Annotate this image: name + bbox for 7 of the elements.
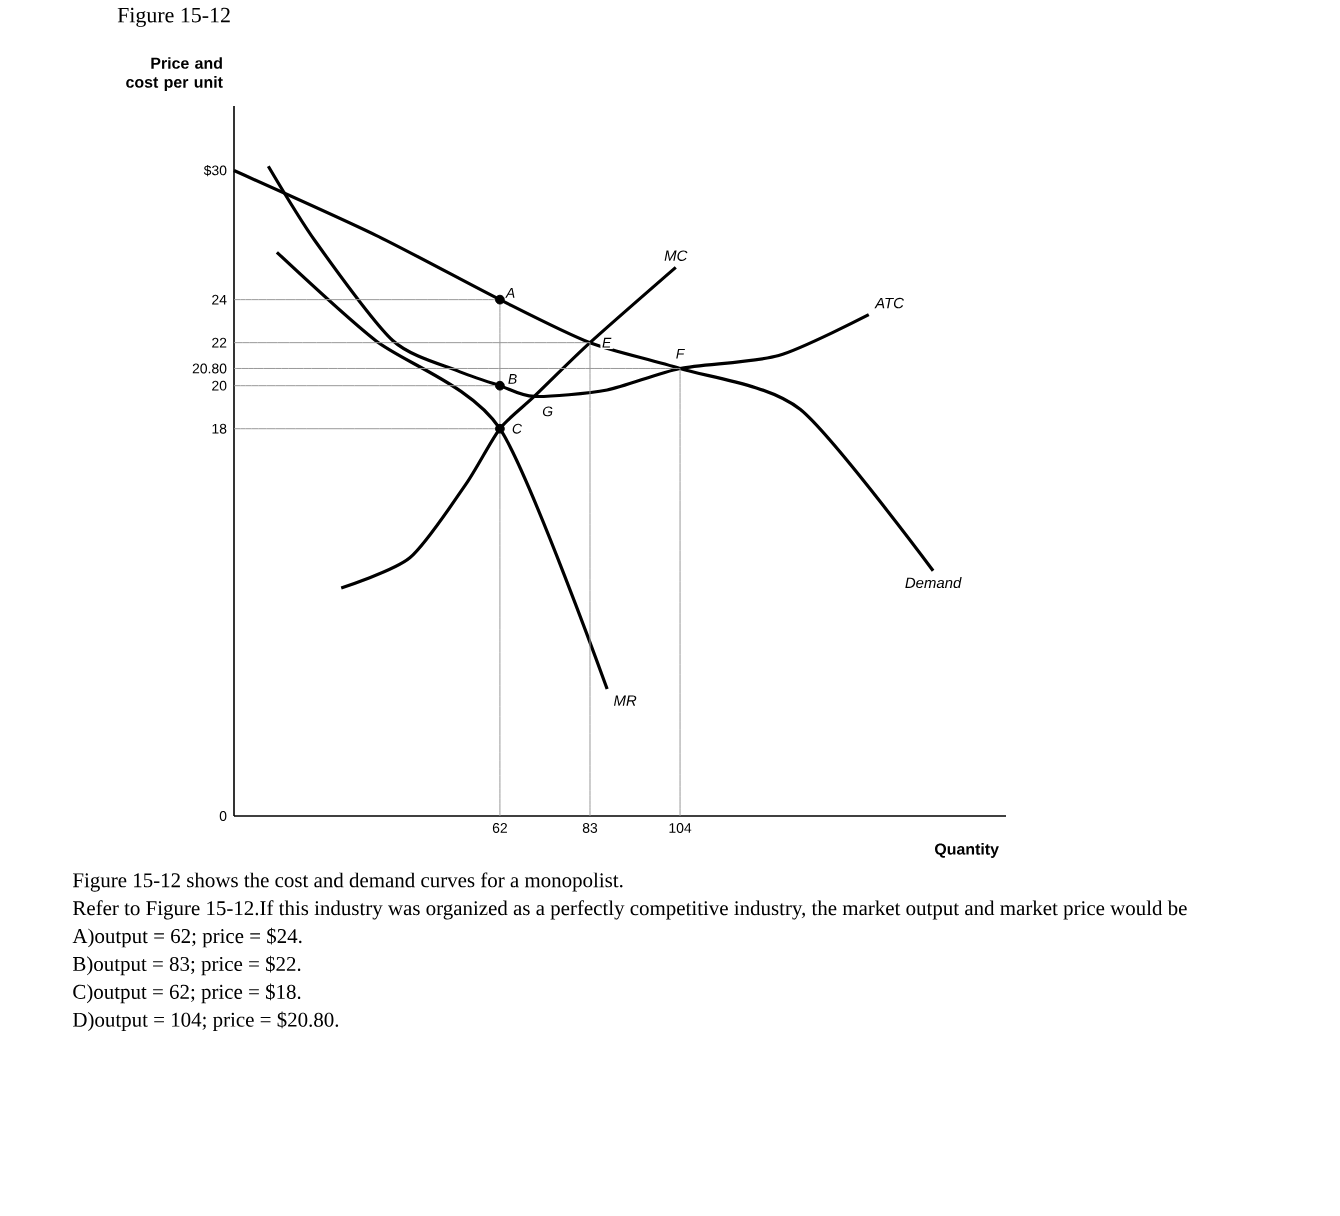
text: B)output = 83; price = $22.	[72, 955, 301, 976]
text: Refer to Figure 15-12.If this industry was organized as a perfectly competitive industry, the market output and market price would be	[72, 900, 1187, 920]
text: C)output = 62; price = $18.	[73, 983, 301, 1004]
text: A)output = 62; price = $24.	[72, 927, 302, 948]
text: D)output = 104; price = $20.80.	[72, 1011, 339, 1032]
chart-title: Figure 15-12	[117, 7, 230, 27]
caption: Figure 15-12 shows the cost and demand curves for a monopolist.	[72, 872, 623, 892]
